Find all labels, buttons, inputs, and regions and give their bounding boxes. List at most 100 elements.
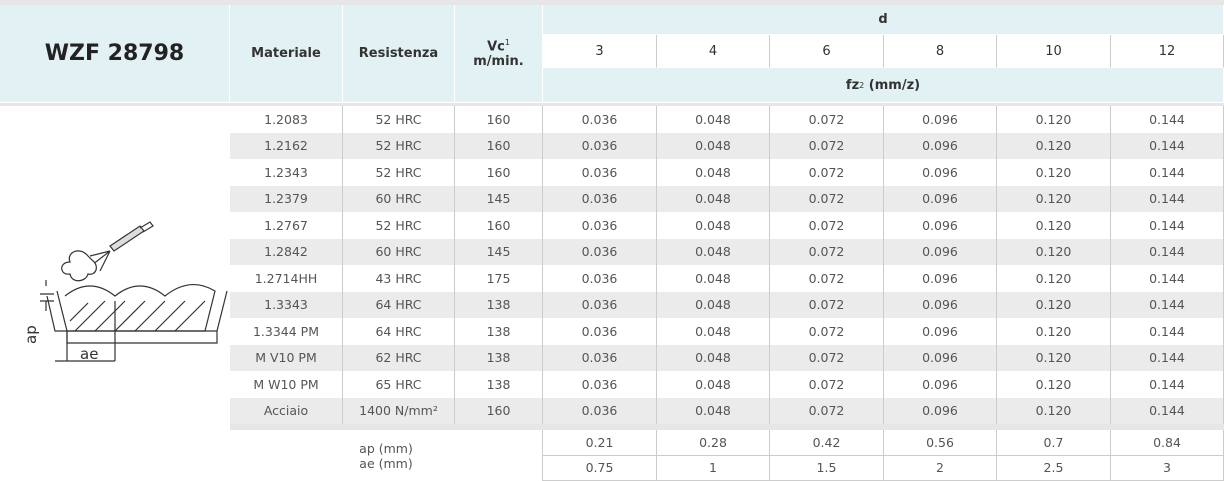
table-cell: 65 HRC [343,371,455,398]
table-cell: 0.048 [657,318,770,345]
table-cell: 0.072 [770,132,884,159]
table-cell: 0.096 [884,212,997,239]
table-cell: 1.2162 [230,132,343,159]
diameter: 12 [1111,35,1224,68]
table-cell: 0.144 [1111,344,1224,371]
table-cell: 0.048 [657,212,770,239]
table-cell: 0.096 [884,291,997,318]
table-cell: 0.048 [657,371,770,398]
table-cell: 0.072 [770,371,884,398]
table-cell: 0.036 [543,106,657,133]
table-cell: 0.036 [543,318,657,345]
table-cell: 0.096 [884,159,997,186]
table-cell: 145 [455,185,543,212]
table-cell: 0.048 [657,344,770,371]
table-cell: 160 [455,397,543,424]
table-cell: 0.120 [997,238,1111,265]
table-cell: 0.144 [1111,212,1224,239]
table-cell: 0.036 [543,344,657,371]
table-cell: 0.120 [997,132,1111,159]
diameter: 8 [884,35,997,68]
illustration: ap ae [0,106,230,481]
table-cell: Acciaio [230,397,343,424]
table-cell: 0.072 [770,159,884,186]
table-cell: 0.072 [770,185,884,212]
table-cell: 0.048 [657,185,770,212]
table-cell: 0.096 [884,318,997,345]
table-cell: 0.036 [543,132,657,159]
table-cell: 64 HRC [343,291,455,318]
table-cell: M W10 PM [230,371,343,398]
table-cell: 1.2842 [230,238,343,265]
table-cell: 0.096 [884,344,997,371]
table-cell: 0.144 [1111,265,1224,292]
table-cell: 0.144 [1111,185,1224,212]
table-cell: 0.048 [657,132,770,159]
table-cell: 0.048 [657,238,770,265]
table-cell: 0.036 [543,265,657,292]
footer-bg [230,424,1224,430]
footer-cell: 0.28 [657,430,770,456]
vc-text: Vc [487,39,505,55]
table-cell: 0.120 [997,291,1111,318]
table-cell: 0.072 [770,238,884,265]
table-cell: 160 [455,159,543,186]
ap-label: ap [22,325,40,344]
table-cell: 1.2083 [230,106,343,133]
table-cell: 0.144 [1111,238,1224,265]
table-cell: 138 [455,344,543,371]
table-cell: 0.120 [997,106,1111,133]
table-cell: 0.036 [543,238,657,265]
diameter: 3 [543,35,657,68]
table-cell: 138 [455,291,543,318]
table-cell: 0.120 [997,212,1111,239]
footer-cell: 3 [1111,455,1224,481]
footer-cell: 0.7 [997,430,1111,456]
ae-label: ae [80,345,98,363]
table-cell: 0.072 [770,212,884,239]
table-cell: 0.048 [657,265,770,292]
table-cell: 62 HRC [343,344,455,371]
footer-cell: 1.5 [770,455,884,481]
footer-cell: 0.21 [543,430,657,456]
fz-text: fz [845,77,860,93]
table-cell: 160 [455,212,543,239]
footer-label: ae (mm) [359,455,413,471]
header-materiale: Materiale [230,5,343,103]
header-vc: Vc1 m/min. [455,5,543,103]
table-cell: 52 HRC [343,106,455,133]
diameter: 4 [657,35,770,68]
diameter: 10 [997,35,1111,68]
table-cell: 0.144 [1111,397,1224,424]
table-cell: 60 HRC [343,238,455,265]
table-cell: 0.036 [543,212,657,239]
illustration-bg [0,106,230,481]
table-cell: 1.2767 [230,212,343,239]
table-cell: 0.048 [657,159,770,186]
footer-cell: 0.75 [543,455,657,481]
table-cell: 0.036 [543,185,657,212]
table-cell: 64 HRC [343,318,455,345]
table-cell: 0.144 [1111,159,1224,186]
footer-labels: ap (mm) ae (mm) [230,430,543,481]
table-cell: 0.144 [1111,318,1224,345]
table-cell: 0.096 [884,185,997,212]
table-cell: 0.072 [770,291,884,318]
table-cell: 145 [455,238,543,265]
table-cell: 0.072 [770,397,884,424]
table-cell: 0.072 [770,265,884,292]
table-cell: 0.036 [543,371,657,398]
table-cell: 0.096 [884,132,997,159]
table-cell: 0.036 [543,397,657,424]
table-cell: 0.144 [1111,291,1224,318]
table-cell: 0.036 [543,291,657,318]
footer-cell: 1 [657,455,770,481]
header-fz: fz 2 (mm/z) [543,68,1224,103]
drawing [40,221,228,362]
table-cell: 0.072 [770,318,884,345]
vc-label: Vc1 [487,38,510,54]
title: WZF 28798 [0,5,230,103]
diameter: 6 [770,35,884,68]
header-resistenza: Resistenza [343,5,455,103]
table-cell: 1.2714HH [230,265,343,292]
